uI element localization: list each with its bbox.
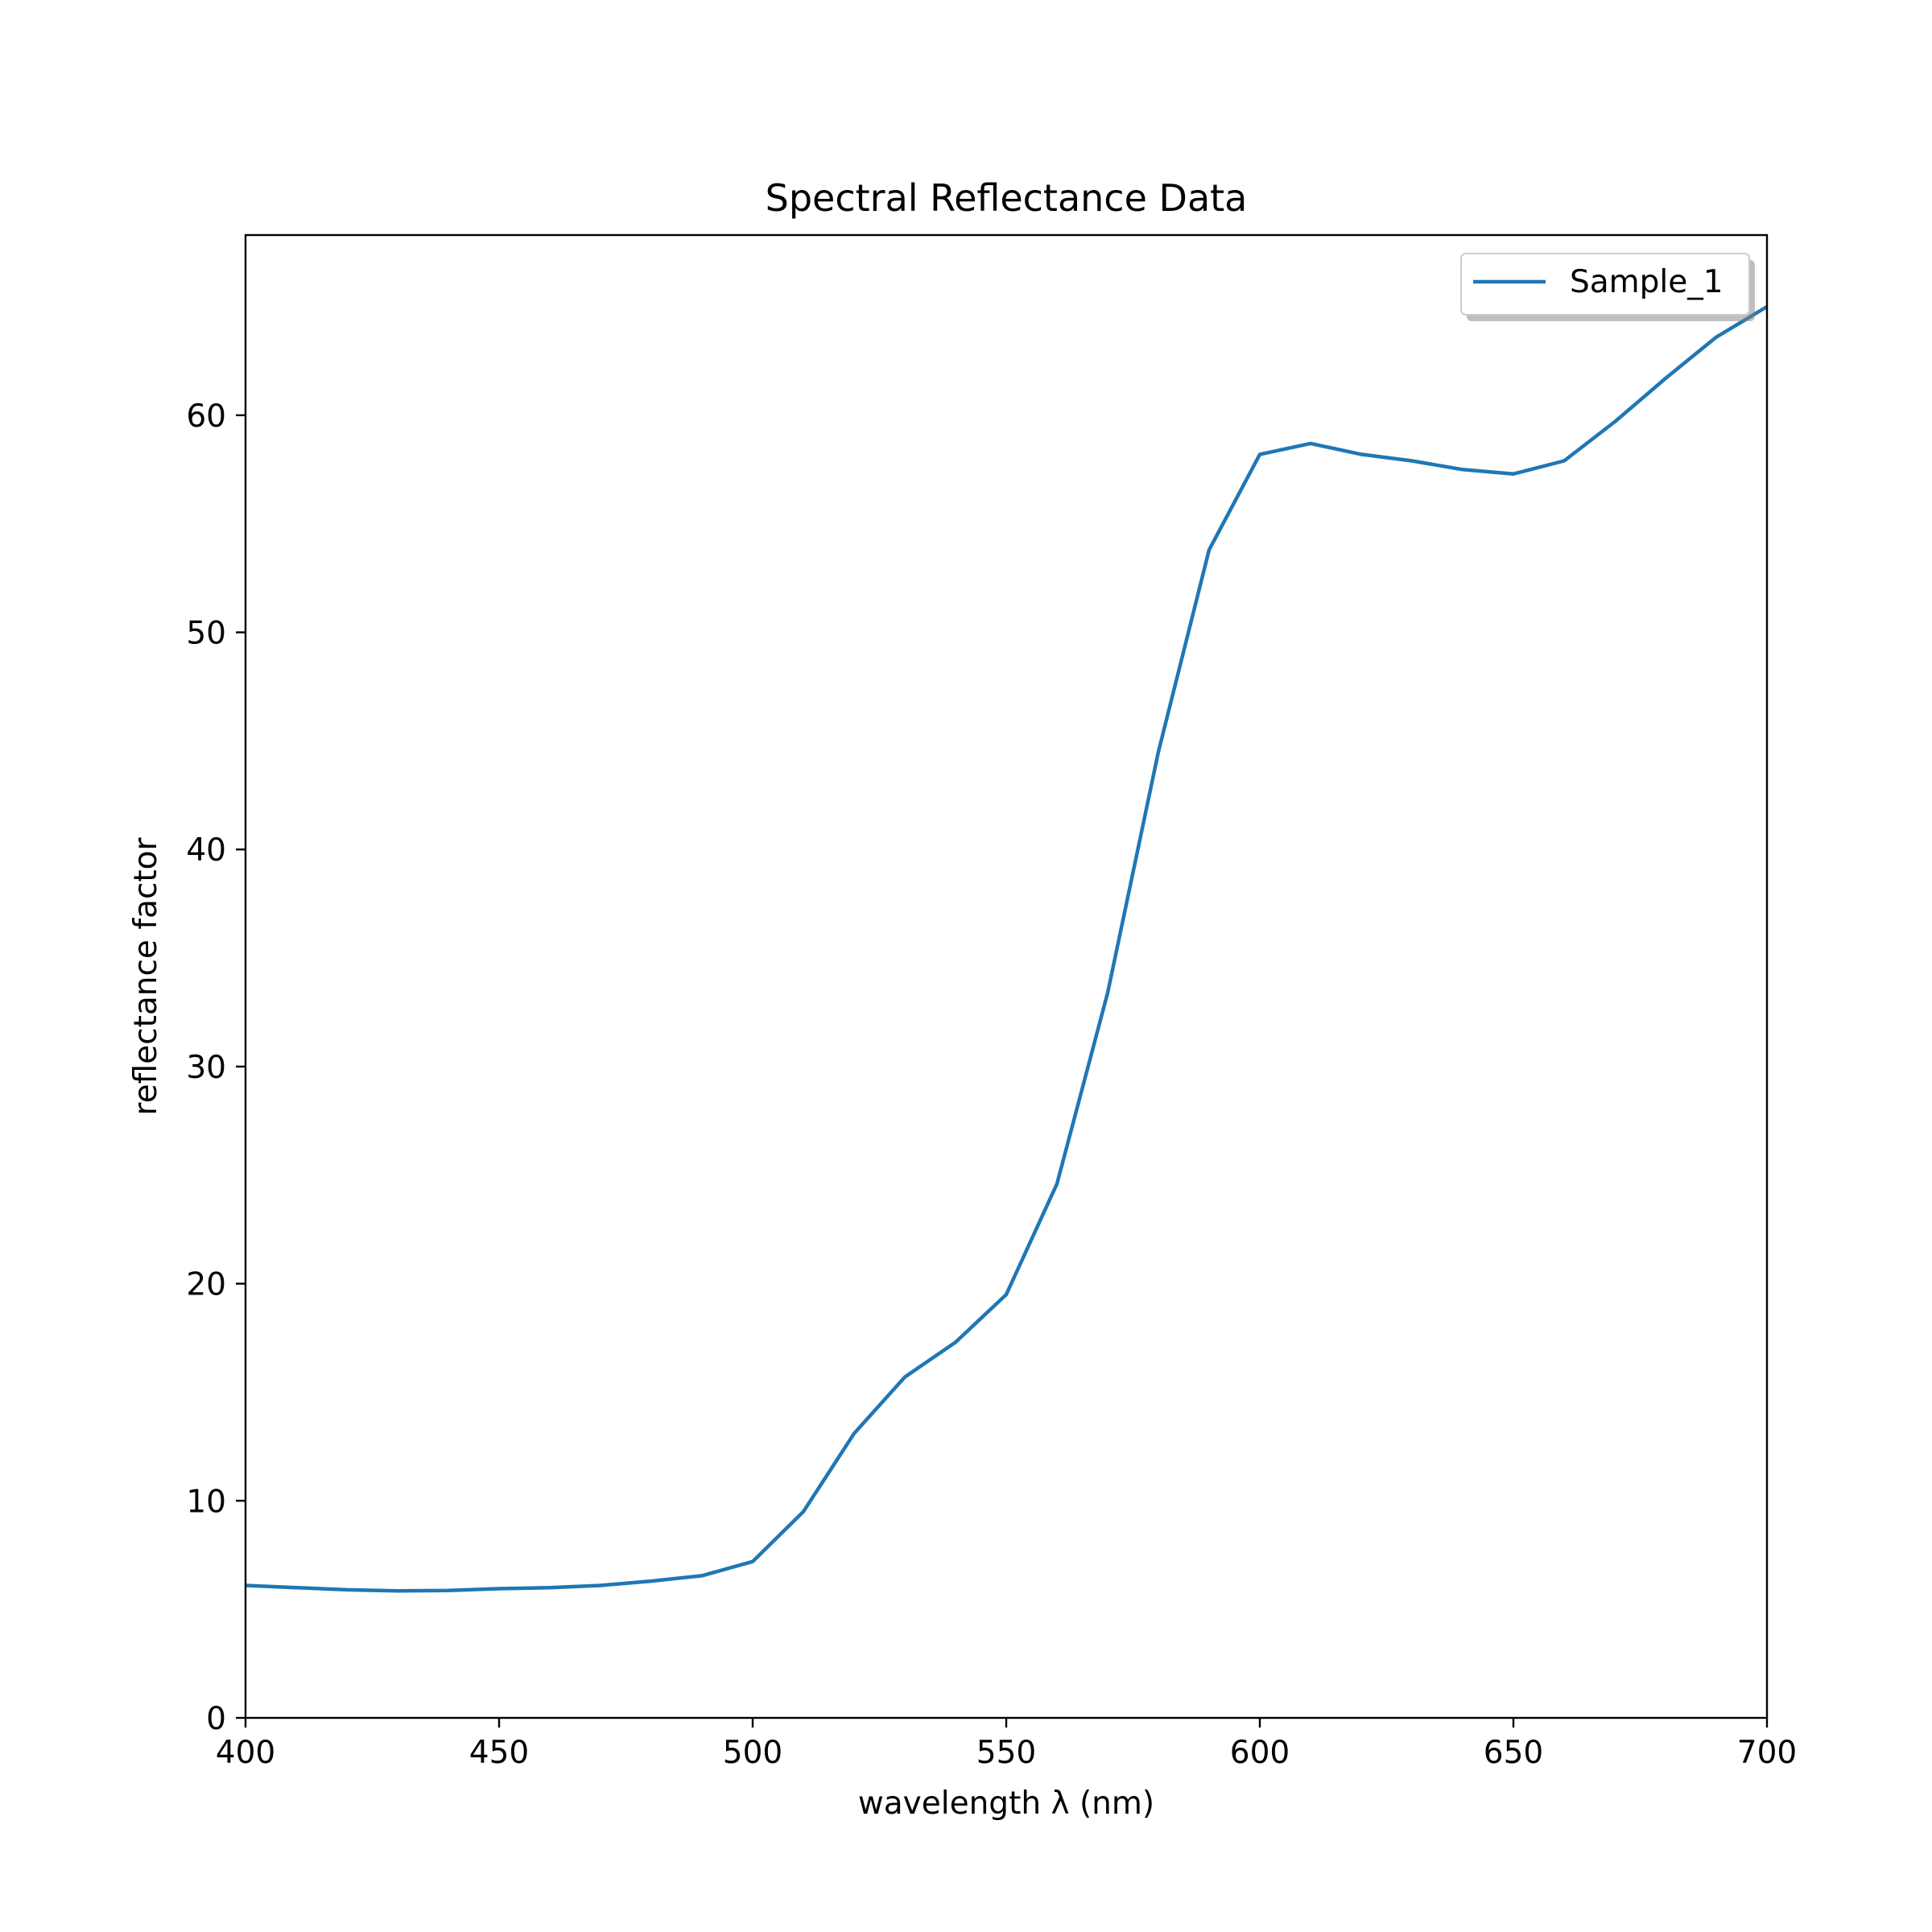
x-axis: 400 450 500 550 600 650 700 [216,1718,1797,1771]
x-tick-label: 400 [216,1735,275,1771]
y-axis: 0 10 20 30 40 50 60 [186,398,246,1737]
x-axis-label: wavelength λ (nm) [858,1785,1154,1822]
y-tick-label: 0 [206,1701,226,1737]
x-tick-label: 650 [1484,1735,1543,1771]
legend-label-sample-1: Sample_1 [1570,264,1724,300]
y-tick-label: 50 [186,616,226,652]
series-line-sample-1 [245,305,1769,1593]
legend-box [1460,253,1750,316]
y-axis-label: reflectance factor [128,836,164,1115]
y-tick-label: 30 [186,1050,226,1086]
x-tick-label: 450 [469,1735,529,1771]
x-tick-label: 600 [1230,1735,1290,1771]
legend: Sample_1 [1460,253,1755,321]
x-tick-label: 550 [976,1735,1036,1771]
plot-background [246,235,1767,1718]
y-tick-label: 20 [186,1267,226,1303]
y-tick-label: 40 [186,832,226,869]
chart-title: Spectral Reflectance Data [766,176,1248,220]
y-tick-label: 10 [186,1484,226,1520]
x-tick-label: 700 [1737,1735,1797,1771]
plot-area [245,235,1769,1718]
x-tick-label: 500 [723,1735,782,1771]
y-tick-label: 60 [186,398,226,435]
